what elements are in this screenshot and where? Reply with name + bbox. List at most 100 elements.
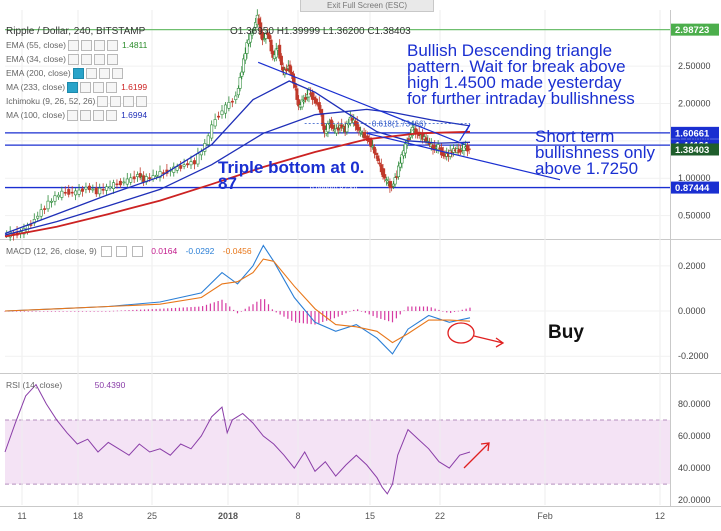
candle-body	[245, 42, 249, 54]
macd-histogram-bar	[264, 299, 266, 312]
macd-histogram-bar	[105, 311, 107, 312]
macd-hide-icon[interactable]	[116, 246, 128, 258]
candle-body	[357, 127, 361, 131]
candle-body	[317, 102, 321, 110]
macd-histogram-bar	[248, 306, 250, 312]
macd-histogram-bar	[442, 311, 444, 312]
candle-body	[410, 127, 414, 136]
close-icon[interactable]	[111, 68, 123, 80]
macd-histogram-bar	[39, 311, 41, 312]
candle-body	[266, 32, 270, 35]
macd-histogram-bar	[217, 300, 219, 312]
candle-body	[230, 100, 234, 103]
settings-icon[interactable]	[80, 110, 92, 122]
macd-histogram-bar	[66, 311, 68, 312]
macd-histogram-bar	[70, 311, 72, 312]
candle-body	[403, 143, 407, 154]
settings-icon[interactable]	[81, 40, 92, 52]
macd-histogram-bar	[419, 306, 421, 312]
candle-body	[388, 181, 392, 188]
macd-highlight-circle	[447, 322, 475, 344]
hide-icon[interactable]	[123, 96, 135, 108]
price-badge-label: 0.87444	[675, 183, 710, 194]
eye-icon[interactable]	[67, 110, 79, 122]
close-icon[interactable]	[107, 54, 118, 66]
macd-histogram-bar	[326, 311, 328, 321]
candle-body	[87, 185, 91, 191]
indicator-row[interactable]: EMA (34, close)	[6, 53, 122, 66]
candle-body	[376, 155, 380, 162]
macd-histogram-bar	[364, 311, 366, 313]
candle-body	[297, 99, 301, 107]
triangle-upper-trendline	[257, 61, 466, 146]
hide-icon[interactable]	[94, 40, 105, 52]
candle-body	[115, 183, 119, 186]
macd-histogram-bar	[194, 306, 196, 312]
macd-histogram-bar	[267, 304, 270, 312]
macd-histogram-bar	[209, 303, 211, 312]
close-icon[interactable]	[107, 40, 118, 52]
candle-body	[81, 188, 85, 192]
macd-label: MACD (12, 26, close, 9)	[6, 246, 97, 256]
candle-body	[36, 215, 40, 219]
hide-icon[interactable]	[98, 68, 110, 80]
hide-icon[interactable]	[93, 110, 105, 122]
macd-histogram-bar	[353, 309, 355, 312]
candle-body	[101, 188, 105, 191]
candle-body	[148, 177, 152, 180]
settings-icon[interactable]	[110, 96, 122, 108]
candle-body	[242, 58, 246, 73]
eye-icon[interactable]	[67, 82, 79, 94]
rsi-value: 50.4390	[94, 380, 126, 390]
close-icon[interactable]	[106, 110, 118, 122]
eye-icon[interactable]	[68, 40, 79, 52]
candle-body	[257, 18, 261, 25]
exit-fullscreen-button[interactable]: Exit Full Screen (ESC)	[300, 0, 434, 12]
macd-histogram-bar	[287, 311, 289, 319]
indicator-row[interactable]: Ichimoku (9, 26, 52, 26)	[6, 95, 151, 108]
candle-body	[302, 100, 306, 103]
macd-close-icon[interactable]	[131, 246, 143, 258]
macd-histogram-bar	[295, 311, 297, 323]
settings-icon[interactable]	[85, 68, 97, 80]
eye-icon[interactable]	[97, 96, 109, 108]
candle-body	[223, 104, 227, 114]
candle-body	[136, 174, 140, 178]
indicator-label: Ichimoku (9, 26, 52, 26)	[6, 96, 96, 106]
candle-body	[326, 123, 330, 133]
candle-body	[300, 99, 304, 108]
settings-icon[interactable]	[80, 82, 92, 94]
macd-histogram-bar	[167, 308, 169, 312]
indicator-row[interactable]: EMA (55, close) 1.4811	[6, 39, 147, 52]
candle-body	[49, 200, 53, 203]
macd-histogram-bar	[256, 301, 258, 312]
hide-icon[interactable]	[94, 54, 105, 66]
settings-icon[interactable]	[81, 54, 92, 66]
candle-body	[260, 32, 264, 41]
candle-body	[227, 102, 231, 109]
macd-histogram-bar	[81, 311, 84, 312]
macd-signal-line	[4, 258, 471, 344]
close-icon[interactable]	[106, 82, 118, 94]
price-tick-label: 0.50000	[678, 211, 711, 221]
macd-histogram-value: 0.0164	[151, 246, 178, 256]
macd-histogram-bar	[54, 311, 56, 312]
macd-histogram-bar	[345, 311, 347, 314]
eye-icon[interactable]	[68, 54, 79, 66]
macd-histogram-bar	[426, 306, 428, 312]
price-badge-label: 2.98723	[675, 25, 709, 36]
candle-body	[340, 124, 344, 129]
indicator-row[interactable]: MA (233, close) 1.6199	[6, 81, 147, 94]
macd-histogram-bar	[446, 311, 448, 313]
close-icon[interactable]	[136, 96, 148, 108]
candle-body	[112, 182, 116, 189]
indicator-row[interactable]: MA (100, close) 1.6994	[6, 109, 148, 122]
eye-icon[interactable]	[72, 68, 84, 80]
candle-body	[274, 48, 278, 58]
hide-icon[interactable]	[93, 82, 105, 94]
candle-body	[271, 50, 275, 58]
indicator-value: 1.6994	[121, 110, 148, 120]
candle-body	[407, 138, 411, 140]
macd-settings-icon[interactable]	[101, 246, 113, 258]
indicator-row[interactable]: EMA (200, close)	[6, 67, 127, 80]
